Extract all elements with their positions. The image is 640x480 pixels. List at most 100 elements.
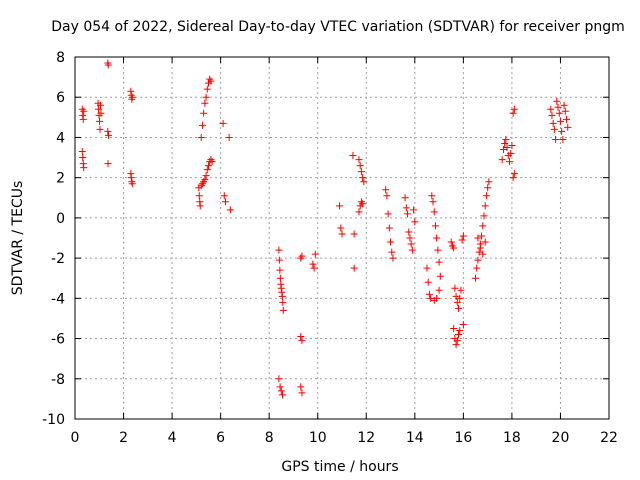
data-point	[428, 192, 436, 200]
data-point	[311, 250, 319, 258]
data-point	[276, 383, 284, 391]
data-point	[388, 248, 396, 256]
data-point	[275, 246, 283, 254]
data-point	[387, 238, 395, 246]
data-point	[197, 133, 205, 141]
data-point	[564, 123, 572, 131]
data-point	[501, 139, 509, 147]
data-point	[424, 278, 432, 286]
data-point	[479, 250, 487, 258]
data-point	[458, 236, 466, 244]
data-point	[383, 192, 391, 200]
data-point	[485, 178, 493, 186]
data-point	[509, 109, 517, 117]
x-tick-label: 0	[71, 430, 80, 446]
data-point	[220, 192, 228, 200]
data-point	[404, 210, 412, 218]
data-point	[310, 264, 318, 272]
data-point	[202, 93, 210, 101]
data-point	[453, 337, 461, 345]
data-point	[355, 156, 363, 164]
axis-ticks	[74, 56, 610, 420]
data-point	[97, 109, 105, 117]
data-point	[275, 256, 283, 264]
data-point	[554, 103, 562, 111]
data-point	[453, 298, 461, 306]
data-point	[201, 176, 209, 184]
data-point	[503, 144, 511, 151]
data-point	[407, 240, 415, 248]
data-point	[279, 306, 287, 314]
data-point	[338, 230, 346, 238]
data-point	[382, 186, 390, 194]
data-point	[195, 192, 203, 200]
data-point	[474, 234, 482, 242]
data-point	[509, 174, 517, 182]
data-point	[479, 222, 487, 230]
data-point	[507, 150, 515, 158]
data-point	[450, 325, 458, 332]
data-point	[499, 146, 507, 154]
data-point	[203, 85, 211, 93]
y-tick-label: 6	[56, 90, 65, 106]
data-point	[350, 264, 358, 272]
data-point	[435, 286, 443, 294]
data-point	[451, 284, 459, 292]
x-tick-label: 18	[503, 430, 521, 446]
data-point	[505, 158, 513, 166]
data-point	[385, 224, 393, 232]
data-point	[510, 105, 518, 113]
data-point	[357, 168, 365, 176]
data-point	[553, 97, 561, 105]
data-point	[95, 105, 103, 113]
data-point	[276, 274, 284, 282]
data-point	[510, 170, 518, 178]
data-point	[278, 292, 286, 300]
data-point	[456, 294, 464, 302]
data-point	[430, 208, 438, 216]
y-tick-label: -2	[51, 251, 65, 267]
data-point	[452, 292, 460, 300]
data-point	[434, 246, 442, 254]
x-tick-label: 12	[357, 430, 375, 446]
data-point	[481, 238, 489, 246]
x-tick-label: 22	[600, 430, 618, 446]
y-tick-label: -8	[51, 372, 65, 388]
data-point	[549, 119, 557, 127]
data-point	[96, 125, 104, 133]
data-point	[79, 154, 87, 162]
data-point	[275, 375, 283, 383]
data-point	[78, 148, 86, 156]
data-point	[555, 109, 563, 117]
y-tick-label: 8	[56, 50, 65, 66]
y-tick-label: -10	[42, 412, 65, 428]
data-point	[436, 272, 444, 280]
y-tick-label: -4	[51, 291, 65, 307]
data-point	[226, 206, 234, 214]
data-point	[559, 135, 567, 143]
data-point	[128, 93, 136, 101]
data-point	[480, 212, 488, 220]
data-point	[474, 256, 482, 264]
data-point	[349, 152, 357, 160]
data-point	[221, 198, 229, 206]
data-points	[78, 59, 572, 399]
chart-title: Day 054 of 2022, Sidereal Day-to-day VTE…	[51, 19, 625, 35]
data-point	[408, 246, 416, 254]
data-point	[405, 228, 413, 236]
plot-frame	[74, 56, 610, 420]
data-point	[498, 156, 506, 164]
data-point	[457, 286, 465, 294]
data-point	[279, 391, 287, 399]
data-point	[484, 184, 492, 192]
data-point	[425, 290, 433, 298]
data-point	[128, 180, 136, 188]
data-point	[201, 99, 209, 107]
data-point	[475, 248, 483, 256]
data-point	[205, 162, 212, 170]
data-point	[219, 119, 227, 127]
data-point	[558, 127, 566, 135]
data-point	[452, 341, 460, 349]
data-point	[96, 117, 104, 125]
data-point	[433, 234, 441, 242]
